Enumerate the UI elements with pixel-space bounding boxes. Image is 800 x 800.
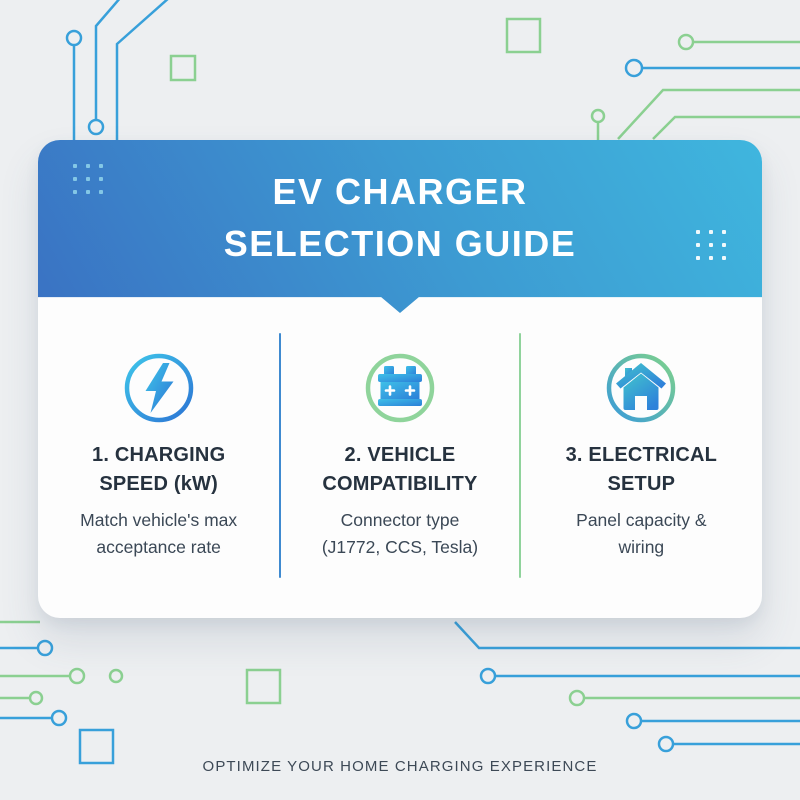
column-description: Match vehicle's max acceptance rate: [80, 510, 238, 557]
footer-tagline: OPTIMIZE YOUR HOME CHARGING EXPERIENCE: [202, 758, 598, 775]
column-heading: 2. VEHICLE COMPATIBILITY: [322, 444, 478, 495]
dots-pattern-right: [696, 230, 726, 260]
page-title: EV CHARGER SELECTION GUIDE: [38, 166, 762, 270]
column-divider-blue: [279, 333, 281, 578]
lightning-icon: [122, 351, 196, 425]
dots-pattern-left: [73, 164, 103, 194]
column-heading: 1. CHARGING SPEED (kW): [92, 444, 226, 495]
battery-icon: [363, 351, 437, 425]
column-electrical-setup: 3. ELECTRICAL SETUP Panel capacity & wir…: [521, 313, 762, 561]
page-title-line2: SELECTION GUIDE: [223, 223, 577, 264]
house-icon: [604, 351, 678, 425]
column-heading: 3. ELECTRICAL SETUP: [565, 444, 718, 495]
column-charging-speed: 1. CHARGING SPEED (kW) Match vehicle's m…: [38, 313, 279, 561]
info-card: EV CHARGER SELECTION GUIDE: [38, 140, 762, 618]
column-description: Panel capacity & wiring: [576, 510, 707, 557]
page-title-line1: EV CHARGER: [272, 171, 528, 212]
column-divider-green: [519, 333, 521, 578]
column-description: Connector type (J1772, CCS, Tesla): [321, 510, 479, 557]
column-vehicle-compatibility: 2. VEHICLE COMPATIBILITY Connector type …: [279, 313, 520, 561]
card-body: 1. CHARGING SPEED (kW) Match vehicle's m…: [38, 313, 762, 561]
card-header: EV CHARGER SELECTION GUIDE: [38, 140, 762, 313]
